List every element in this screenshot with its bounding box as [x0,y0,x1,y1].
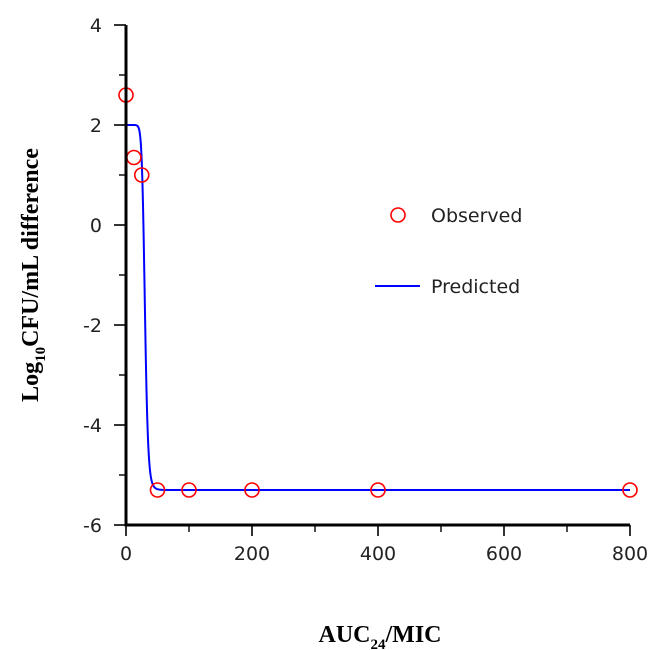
x-tick-label: 200 [234,543,270,565]
y-tick-label: 2 [90,115,102,137]
x-tick-label: 600 [486,543,522,565]
observed-markers-layer [118,87,638,498]
predicted-curve-layer [126,124,630,491]
observed-point [126,149,142,166]
observed-point [149,482,166,498]
observed-point [181,482,197,498]
observed-point [244,482,260,498]
plot-area: 0 200 400 600 800 -6 -4 -2 0 2 4 [83,15,648,565]
legend-observed-marker [390,207,406,223]
observed-point [622,482,638,498]
y-axis-title: Log10CFU/mL difference [18,148,49,402]
x-axis-ticks: 0 200 400 600 800 [120,525,648,565]
observed-point [370,482,386,498]
predicted-line [126,124,630,491]
y-tick-label: -2 [83,315,102,337]
y-axis-ticks: -6 -4 -2 0 2 4 [83,15,126,537]
legend-predicted-label: Predicted [431,276,520,298]
x-tick-label: 400 [360,543,396,565]
y-tick-label: -6 [83,515,102,537]
observed-point [133,167,150,183]
y-tick-label: -4 [83,415,102,437]
x-tick-label: 800 [612,543,648,565]
x-axis-title: AUC24/MIC [319,622,442,650]
y-tick-label: 4 [90,15,102,37]
legend: Observed Predicted [375,205,522,298]
legend-observed-label: Observed [431,205,522,227]
x-tick-label: 0 [120,543,132,565]
y-tick-label: 0 [90,215,102,237]
